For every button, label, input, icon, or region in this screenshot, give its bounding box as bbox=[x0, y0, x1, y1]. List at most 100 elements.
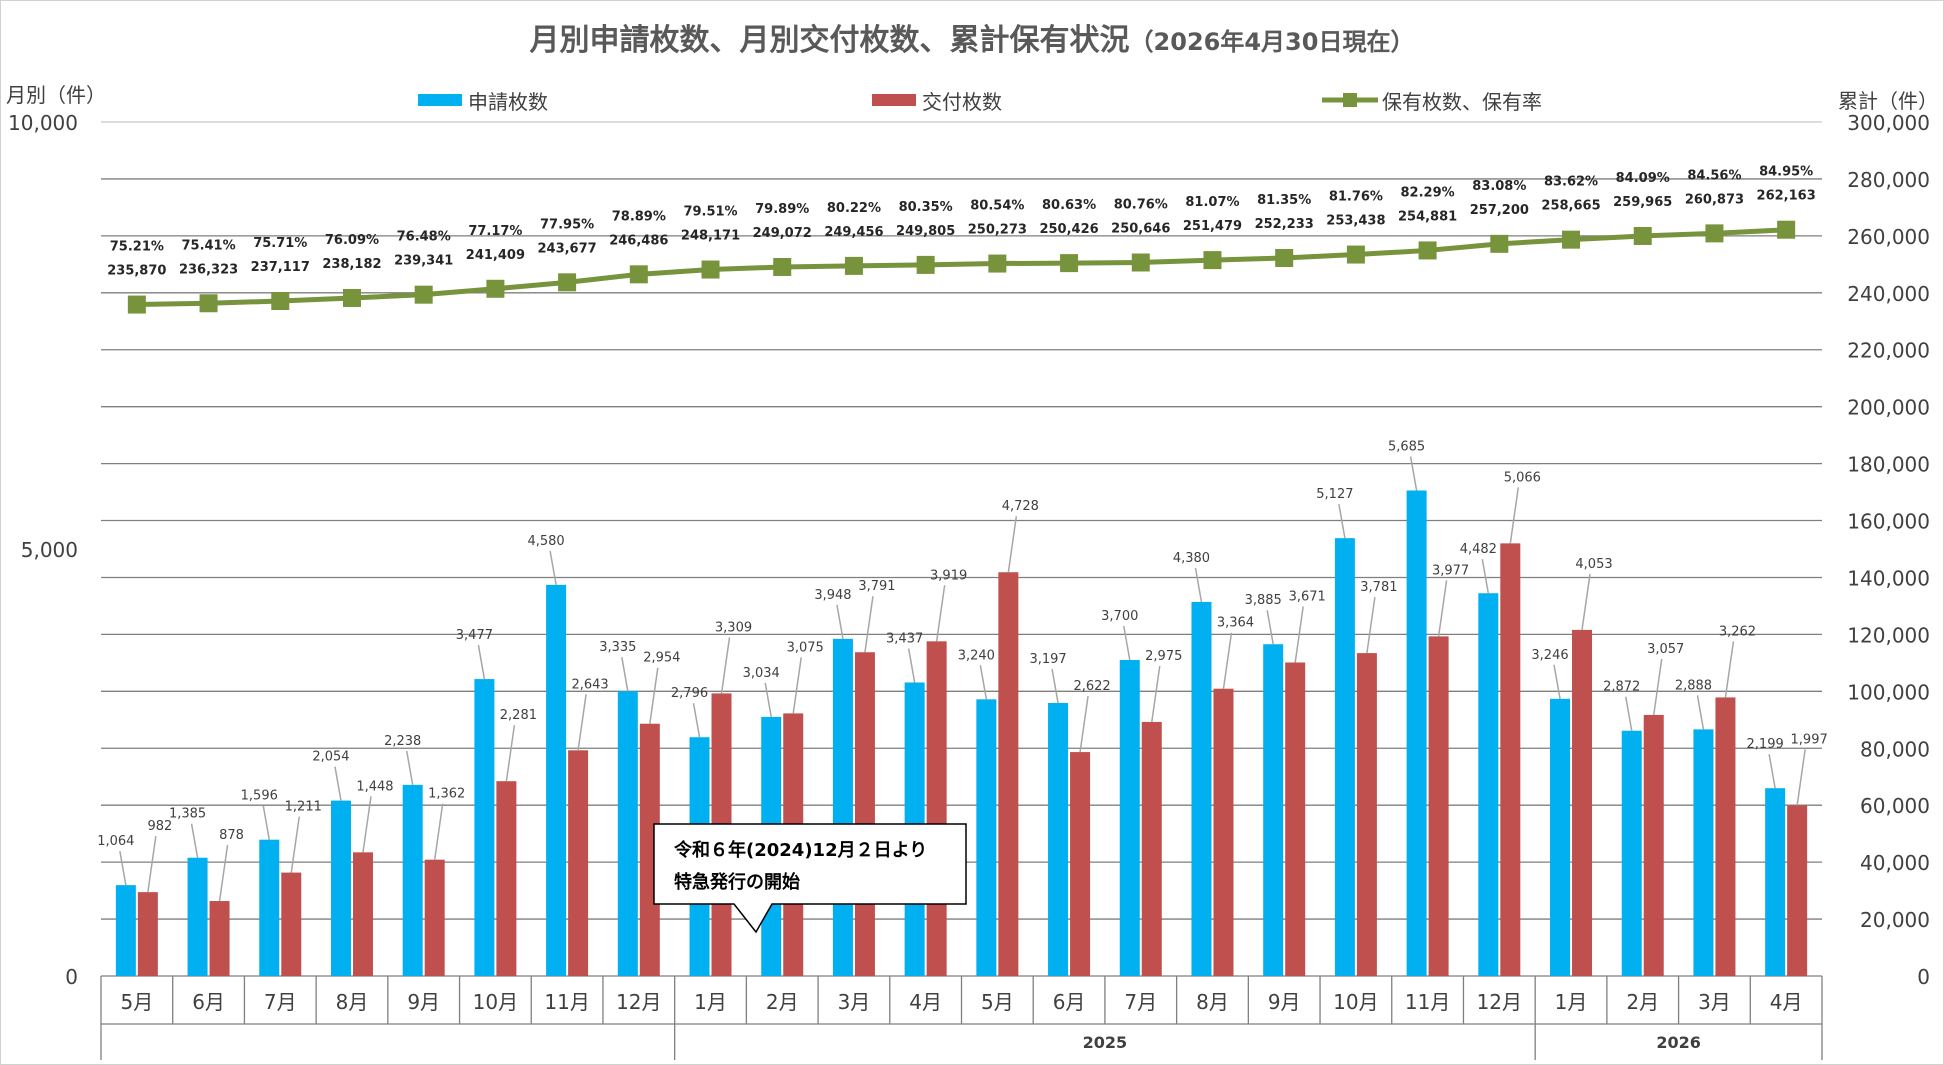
holdings-marker bbox=[701, 260, 720, 279]
holdings-marker bbox=[773, 257, 792, 276]
holdings-marker bbox=[271, 292, 290, 311]
holdings-marker bbox=[1275, 248, 1294, 267]
holdings-value-label: 257,200 bbox=[1470, 203, 1529, 218]
right-axis-tick-label: 280,000 bbox=[1847, 168, 1930, 192]
bar-applications bbox=[1550, 698, 1571, 976]
bar-applications bbox=[546, 584, 567, 976]
holdings-rate-label: 81.35% bbox=[1257, 193, 1311, 208]
data-label-leader bbox=[577, 694, 587, 751]
x-axis-month-label: 10月 bbox=[1333, 990, 1378, 1014]
data-label-applications: 4,580 bbox=[527, 534, 564, 549]
holdings-marker bbox=[1562, 230, 1581, 249]
right-axis-tick-label: 80,000 bbox=[1860, 737, 1930, 761]
data-label-leader bbox=[1768, 754, 1776, 789]
x-axis-month-label: 1月 bbox=[1555, 990, 1588, 1014]
data-label-leader bbox=[290, 816, 301, 873]
data-label-leader bbox=[720, 637, 731, 694]
x-axis-month-label: 11月 bbox=[544, 990, 589, 1014]
data-label-applications: 5,685 bbox=[1388, 440, 1425, 455]
bar-applications bbox=[617, 691, 638, 976]
holdings-rate-label: 84.09% bbox=[1616, 171, 1670, 186]
data-label-leader bbox=[764, 682, 772, 718]
bar-issued bbox=[1285, 662, 1306, 976]
bar-applications bbox=[187, 857, 208, 976]
holdings-rate-label: 77.95% bbox=[540, 217, 594, 232]
data-label-issued: 2,622 bbox=[1073, 679, 1110, 694]
bar-issued bbox=[854, 652, 875, 976]
data-label-leader bbox=[1624, 696, 1633, 731]
data-label-issued: 3,262 bbox=[1719, 624, 1756, 639]
legend-label-applications: 申請枚数 bbox=[468, 90, 548, 114]
data-label-leader bbox=[864, 596, 874, 653]
data-label-applications: 3,885 bbox=[1245, 593, 1282, 608]
data-label-leader bbox=[979, 665, 988, 700]
x-axis-month-label: 5月 bbox=[120, 990, 153, 1014]
left-axis-title: 月別（件） bbox=[6, 83, 106, 107]
holdings-marker bbox=[1633, 226, 1652, 245]
holdings-value-label: 236,323 bbox=[179, 262, 238, 277]
right-axis-title: 累計（件） bbox=[1838, 89, 1938, 113]
holdings-rate-label: 75.71% bbox=[253, 236, 307, 251]
data-label-leader bbox=[218, 844, 229, 902]
bar-applications bbox=[259, 839, 280, 976]
legend-label-issued: 交付枚数 bbox=[922, 90, 1002, 114]
data-label-leader bbox=[1079, 695, 1089, 753]
data-label-leader bbox=[1796, 749, 1806, 806]
data-label-issued: 1,448 bbox=[356, 779, 393, 794]
bar-applications bbox=[1765, 788, 1786, 976]
data-label-issued: 4,053 bbox=[1575, 557, 1612, 572]
data-label-applications: 3,700 bbox=[1101, 609, 1138, 624]
data-label-issued: 982 bbox=[147, 819, 172, 834]
holdings-value-label: 251,479 bbox=[1183, 219, 1242, 234]
right-axis-tick-label: 200,000 bbox=[1847, 396, 1930, 420]
holdings-marker bbox=[1777, 220, 1796, 239]
bar-applications bbox=[832, 638, 853, 976]
legend-swatch-issued bbox=[872, 94, 916, 106]
x-axis-month-label: 3月 bbox=[1698, 990, 1731, 1014]
holdings-marker bbox=[486, 279, 505, 298]
holdings-marker bbox=[127, 295, 146, 314]
bar-issued bbox=[209, 901, 230, 976]
data-label-applications: 3,240 bbox=[958, 648, 995, 663]
holdings-rate-label: 76.48% bbox=[397, 230, 451, 245]
data-label-leader bbox=[1266, 610, 1274, 645]
data-label-issued: 2,975 bbox=[1145, 649, 1182, 664]
holdings-rate-label: 79.51% bbox=[683, 205, 737, 220]
data-label-leader bbox=[1409, 456, 1418, 491]
data-label-leader bbox=[907, 648, 916, 683]
bar-issued bbox=[1213, 688, 1234, 976]
holdings-rate-label: 80.35% bbox=[899, 200, 953, 215]
data-label-leader bbox=[1338, 504, 1346, 539]
right-axis-tick-label: 240,000 bbox=[1847, 282, 1930, 306]
data-label-leader bbox=[1194, 567, 1203, 603]
data-label-issued: 1,362 bbox=[428, 787, 465, 802]
data-label-leader bbox=[334, 766, 342, 801]
data-label-leader bbox=[935, 585, 946, 642]
data-label-leader bbox=[477, 644, 486, 680]
right-axis-tick-label: 220,000 bbox=[1847, 339, 1930, 363]
annotation-line-2: 特急発行の開始 bbox=[674, 871, 800, 893]
right-axis-tick-label: 300,000 bbox=[1847, 111, 1930, 135]
bar-applications bbox=[1334, 538, 1355, 976]
holdings-value-label: 259,965 bbox=[1613, 195, 1672, 210]
bar-applications bbox=[1119, 660, 1140, 976]
holdings-rate-label: 82.29% bbox=[1401, 185, 1455, 200]
x-axis-month-label: 10月 bbox=[473, 990, 518, 1014]
x-axis-month-label: 9月 bbox=[407, 990, 440, 1014]
data-label-leader bbox=[1007, 516, 1018, 573]
x-axis-month-label: 5月 bbox=[981, 990, 1014, 1014]
data-label-applications: 4,482 bbox=[1460, 542, 1497, 557]
data-label-leader bbox=[621, 657, 629, 692]
holdings-line bbox=[136, 227, 1787, 308]
data-label-applications: 1,385 bbox=[169, 807, 206, 822]
holdings-rate-label: 84.95% bbox=[1759, 165, 1813, 180]
data-label-leader bbox=[119, 851, 127, 886]
holdings-rate-label: 80.76% bbox=[1114, 197, 1168, 212]
data-label-applications: 2,054 bbox=[312, 750, 349, 765]
chart-title-date: （2026年4月30日現在） bbox=[1130, 28, 1415, 56]
right-axis-tick-label: 180,000 bbox=[1847, 453, 1930, 477]
x-axis-month-label: 1月 bbox=[694, 990, 727, 1014]
data-label-issued: 3,364 bbox=[1217, 616, 1254, 631]
right-axis-tick-label: 140,000 bbox=[1847, 566, 1930, 590]
data-label-issued: 3,309 bbox=[715, 620, 752, 635]
